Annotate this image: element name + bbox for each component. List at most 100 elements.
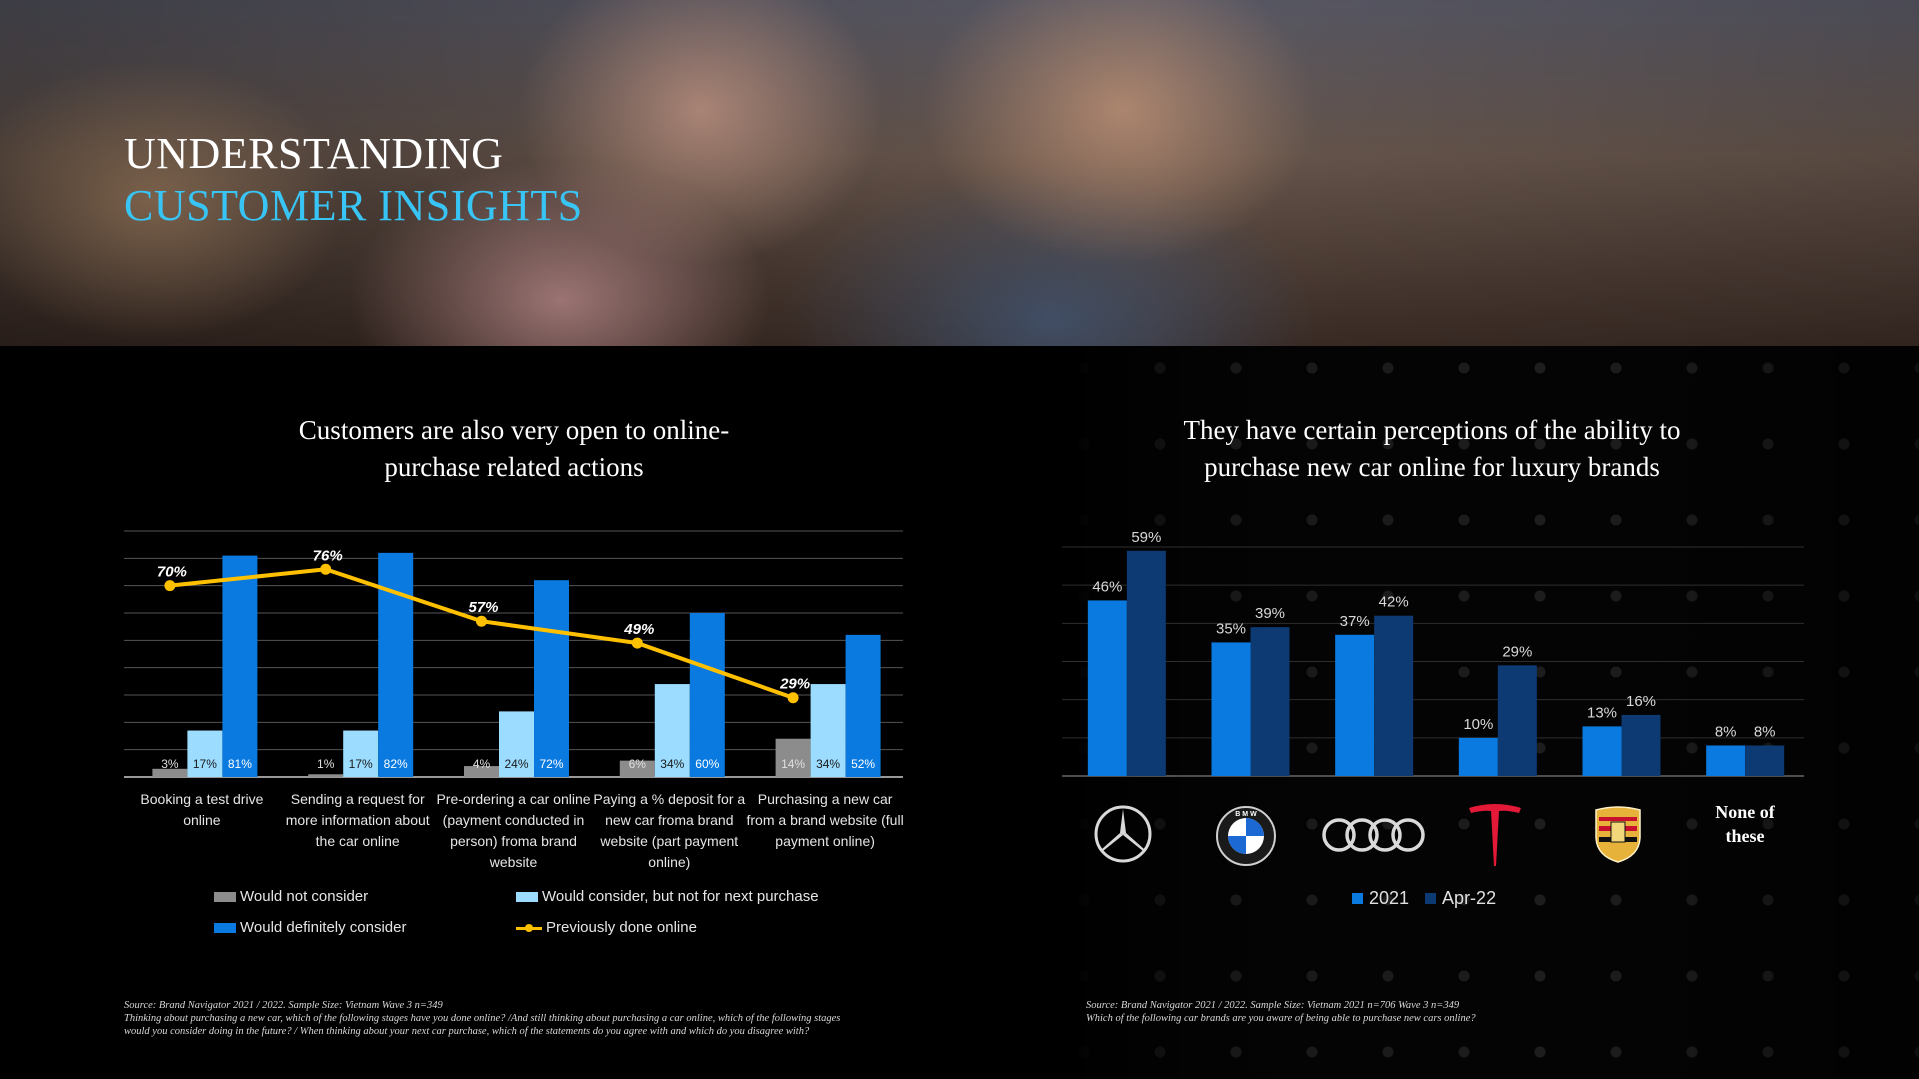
data-label: 14% [781,757,805,771]
data-label: 35% [1216,620,1246,637]
previously-done-point [320,563,332,575]
page-title: UNDERSTANDING [124,129,504,178]
data-label: 29% [1502,643,1532,660]
definitely-consider-bar [845,634,881,777]
tesla-logo [1469,804,1521,866]
category-label-line: Paying a % deposit for a [593,791,746,807]
category-label-line: Booking a test drive [140,791,264,807]
data-label: 4% [473,757,491,771]
data-label: 3% [161,757,179,771]
left-source-line-2: Thinking about purchasing a new car, whi… [124,1013,841,1024]
category-label-line: website [489,854,538,870]
line-data-label: 70% [157,564,187,581]
bar-2021 [1706,745,1746,776]
data-label: 72% [539,757,563,771]
bar-2021 [1087,600,1127,776]
none-of-these-label: None of these [1700,800,1790,848]
right-heading-line-1: They have certain perceptions of the abi… [1183,415,1681,445]
data-label: 37% [1340,613,1370,630]
legend-label-consider-not-next: Would consider, but not for next purchas… [542,888,819,905]
data-label: 17% [349,757,373,771]
data-label: 46% [1092,578,1122,595]
data-label: 16% [1626,693,1656,710]
consider-not-next-bar [343,730,379,777]
none-label-line-1: None of [1715,802,1775,822]
category-label-line: more information about [285,812,430,828]
data-label: 34% [660,757,684,771]
line-data-label: 76% [313,547,343,564]
category-label-line: (payment conducted in [442,812,585,828]
category-label-line: person) froma brand [450,833,577,849]
category-label-line: payment online) [775,833,875,849]
right-chart-legend: 2021 Apr-22 [1352,888,1496,909]
right-source-line-2: Which of the following car brands are yo… [1086,1013,1476,1024]
bar-apr-22 [1250,627,1290,776]
category-label-line: online) [648,854,691,870]
consider-not-next-bar [810,684,846,777]
category-label-line: from a brand website (full [746,812,904,828]
legend-label-not-consider: Would not consider [240,888,369,905]
previously-done-point [631,637,643,649]
bar-apr-22 [1497,665,1537,776]
left-source-note: Source: Brand Navigator 2021 / 2022. Sam… [124,999,840,1038]
consider-not-next-bar [187,730,223,777]
consider-not-next-bar [654,684,690,777]
not-consider-bar [619,760,655,777]
bar-apr-22 [1745,745,1785,776]
data-label: 17% [193,757,217,771]
legend-swatch-consider-not-next [516,891,538,902]
left-chart-heading: Customers are also very open to online- … [214,412,814,486]
legend-label-apr-22: Apr-22 [1442,888,1497,908]
legend-label-previously: Previously done online [546,919,697,936]
legend-item-not-consider: Would not consider [214,888,368,905]
not-consider-bar [152,768,188,777]
data-label: 39% [1255,605,1285,622]
legend-label-definitely: Would definitely consider [240,919,407,936]
category-label-line: Pre-ordering a car online [436,791,591,807]
left-source-line-1: Source: Brand Navigator 2021 / 2022. Sam… [124,1000,443,1011]
category-label: Pre-ordering a car online (payment conduc… [434,789,594,873]
bar-apr-22 [1374,615,1414,776]
consider-not-next-bar [499,711,534,777]
legend-swatch-previously [516,922,542,934]
legend-item-apr-22: Apr-22 [1425,888,1496,909]
legend-item-2021: 2021 [1352,888,1409,909]
bar-2021 [1458,737,1498,776]
data-label: 60% [695,757,719,771]
data-label: 10% [1463,716,1493,733]
hero-photo-shade [0,0,1919,346]
page-subtitle: CUSTOMER INSIGHTS [124,181,583,230]
legend-swatch-definitely [214,922,236,933]
bar-2021 [1211,642,1251,776]
data-label: 8% [1715,723,1737,740]
legend-item-previously: Previously done online [516,919,697,936]
porsche-logo [1595,806,1641,863]
category-label: Paying a % deposit for a new car froma br… [589,789,749,873]
bmw-logo-text: B M W [1235,811,1257,818]
data-label: 8% [1754,723,1776,740]
hero-banner: UNDERSTANDING CUSTOMER INSIGHTS [0,0,1919,346]
data-label: 81% [228,757,252,771]
category-label: Booking a test drive online [122,789,282,831]
data-label: 82% [384,757,408,771]
definitely-consider-bar [534,580,569,777]
none-label-line-2: these [1725,826,1765,846]
data-label: 42% [1379,594,1409,611]
right-chart-heading: They have certain perceptions of the abi… [1112,412,1752,486]
bar-2021 [1582,726,1622,776]
category-label-line: Purchasing a new car [757,791,893,807]
definitely-consider-bar [689,613,725,777]
data-label: 52% [851,757,875,771]
line-data-label: 49% [623,621,654,638]
bar-2021 [1335,634,1375,776]
audi-logo [1322,818,1425,852]
line-data-label: 29% [779,676,810,693]
bar-apr-22 [1126,550,1166,776]
right-source-line-1: Source: Brand Navigator 2021 / 2022. Sam… [1086,1000,1460,1011]
category-label-line: new car froma brand [605,812,734,828]
legend-swatch-not-consider [214,891,236,902]
not-consider-bar [775,738,811,777]
category-label-line: Sending a request for [290,791,425,807]
